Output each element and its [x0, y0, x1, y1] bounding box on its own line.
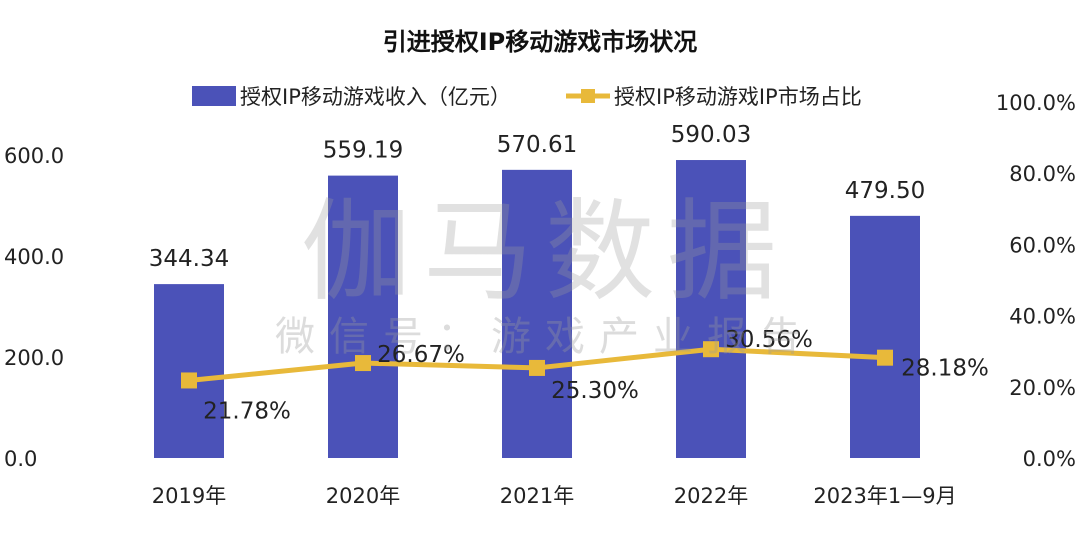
bar: [154, 284, 224, 458]
line-data-label: 21.78%: [203, 398, 291, 424]
right-axis-tick: 80.0%: [1009, 162, 1076, 186]
line-data-label: 30.56%: [725, 327, 813, 353]
line-data-label: 25.30%: [551, 378, 639, 404]
left-axis-tick: 600.0: [4, 144, 64, 168]
x-axis-tick: 2023年1—9月: [813, 484, 956, 508]
line-marker: [703, 341, 719, 358]
left-axis-tick: 0.0: [4, 447, 37, 471]
bar: [676, 160, 746, 458]
legend-line-marker: [581, 89, 595, 103]
legend-bar-label: 授权IP移动游戏收入（亿元）: [240, 85, 511, 109]
line-marker: [877, 349, 893, 366]
bar: [502, 169, 572, 458]
right-axis-tick: 20.0%: [1009, 376, 1076, 400]
chart-title: 引进授权IP移动游戏市场状况: [383, 28, 698, 56]
x-axis-tick: 2020年: [326, 484, 400, 508]
left-axis-tick: 400.0: [4, 245, 64, 269]
right-axis-tick: 0.0%: [1023, 447, 1076, 471]
line-marker: [529, 359, 545, 376]
x-axis-tick: 2019年: [152, 484, 226, 508]
legend-bar-swatch: [192, 86, 236, 106]
bar-data-label: 344.34: [149, 246, 229, 272]
bar-data-label: 570.61: [497, 132, 577, 158]
right-axis-tick: 40.0%: [1009, 305, 1076, 329]
watermark-sub: 微信号：游戏产业报告: [275, 314, 815, 360]
line-data-label: 26.67%: [377, 342, 465, 368]
right-axis-tick: 60.0%: [1009, 233, 1076, 257]
line-marker: [181, 372, 197, 389]
right-axis-tick: 100.0%: [996, 91, 1076, 115]
bar: [328, 175, 398, 458]
x-axis-tick: 2021年: [500, 484, 574, 508]
bar-data-label: 479.50: [845, 178, 925, 204]
left-axis-tick: 200.0: [4, 346, 64, 370]
bar-data-label: 590.03: [671, 122, 751, 148]
line-data-label: 28.18%: [901, 356, 989, 382]
line-marker: [355, 355, 371, 372]
legend-line-label: 授权IP移动游戏IP市场占比: [614, 85, 862, 109]
bar: [850, 215, 920, 458]
x-axis-tick: 2022年: [674, 484, 748, 508]
legend: 授权IP移动游戏收入（亿元） 授权IP移动游戏IP市场占比: [192, 85, 862, 109]
watermark-main: 伽马数据: [301, 188, 789, 316]
bar-data-label: 559.19: [323, 138, 403, 164]
